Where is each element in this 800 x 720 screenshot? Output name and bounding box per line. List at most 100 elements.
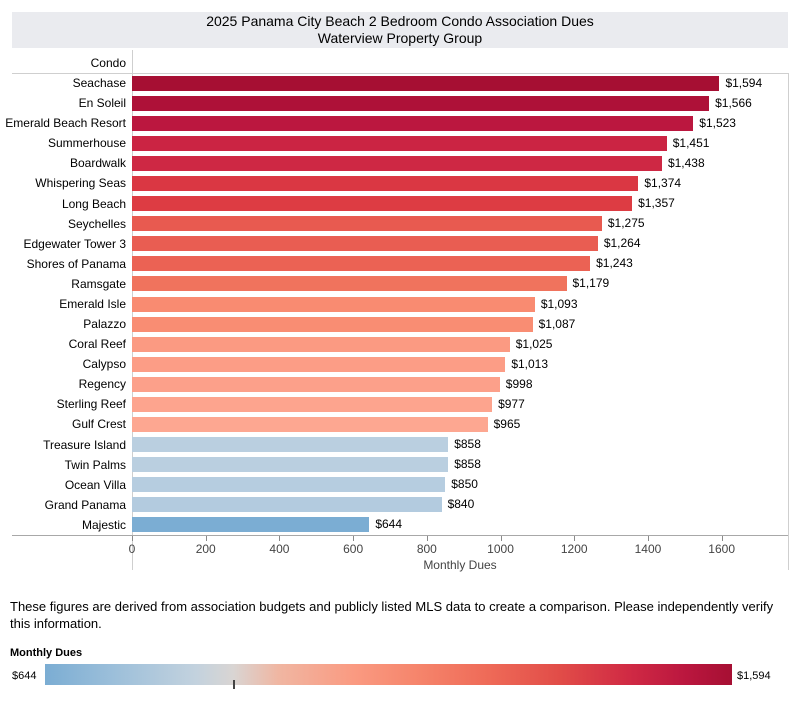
category-label-ocean-villa: Ocean Villa [64, 477, 126, 492]
bar-value-label-seychelles: $1,275 [607, 216, 645, 231]
bar-value-label-coral-reef: $1,025 [515, 336, 553, 351]
x-tick-mark-400 [279, 536, 281, 541]
title-line-2: Waterview Property Group [317, 30, 483, 46]
category-label-treasure-island: Treasure Island [43, 437, 126, 452]
category-label-gulf-crest: Gulf Crest [71, 417, 126, 432]
bar-treasure-island[interactable] [132, 437, 449, 453]
x-tick-mark-1600 [721, 536, 723, 541]
x-tick-label-800: 800 [416, 542, 437, 556]
bar-value-label-long-beach: $1,357 [638, 196, 675, 211]
bar-edgewater-tower-3[interactable] [132, 236, 598, 252]
bar-value-label-edgewater-tower-3: $1,264 [603, 236, 641, 251]
bar-value-label-ramsgate: $1,179 [572, 276, 610, 291]
bar-value-label-sterling-reef: $977 [498, 396, 525, 411]
bar-value-label-palazzo: $1,087 [538, 316, 576, 331]
bar-value-label-seachase: $1,594 [725, 75, 763, 90]
legend-center-tick [233, 680, 235, 689]
bar-seychelles[interactable] [132, 216, 602, 232]
x-axis-title: Monthly Dues [423, 558, 497, 572]
category-label-emerald-isle: Emerald Isle [59, 296, 126, 311]
title-line-1: 2025 Panama City Beach 2 Bedroom Condo A… [206, 13, 594, 29]
bar-boardwalk[interactable] [132, 155, 662, 171]
legend-max-label: $1,594 [737, 670, 771, 682]
footnote-line-1: These figures are derived from associati… [10, 599, 774, 614]
bar-ocean-villa[interactable] [132, 477, 446, 493]
x-tick-label-200: 200 [195, 542, 216, 556]
x-tick-label-400: 400 [269, 542, 290, 556]
category-label-en-soleil: En Soleil [78, 96, 126, 111]
bar-value-label-twin-palms: $858 [454, 457, 481, 472]
bar-majestic[interactable] [132, 517, 370, 533]
chart-title: 2025 Panama City Beach 2 Bedroom Condo A… [12, 12, 788, 48]
category-label-calypso: Calypso [82, 357, 126, 372]
bar-shores-of-panama[interactable] [132, 256, 591, 272]
category-label-majestic: Majestic [81, 517, 126, 532]
bar-summerhouse[interactable] [132, 135, 667, 151]
bar-value-label-shores-of-panama: $1,243 [596, 256, 633, 271]
bar-twin-palms[interactable] [132, 457, 449, 473]
bar-sterling-reef[interactable] [132, 396, 493, 412]
category-label-emerald-beach-resort: Emerald Beach Resort [5, 116, 126, 131]
bar-emerald-beach-resort[interactable] [132, 115, 694, 131]
bar-regency[interactable] [132, 376, 500, 392]
bar-value-label-ocean-villa: $850 [451, 477, 478, 492]
category-label-regency: Regency [78, 377, 126, 392]
bar-value-label-whispering-seas: $1,374 [644, 175, 682, 190]
x-axis-line [12, 535, 788, 536]
category-label-summerhouse: Summerhouse [47, 136, 126, 151]
bar-gulf-crest[interactable] [132, 417, 488, 433]
bar-seachase[interactable] [132, 75, 720, 91]
x-tick-mark-1200 [574, 536, 576, 541]
category-label-twin-palms: Twin Palms [64, 457, 126, 472]
x-tick-label-1000: 1000 [487, 542, 514, 556]
legend-title: Monthly Dues [10, 647, 83, 659]
x-tick-label-1400: 1400 [634, 542, 662, 556]
bar-long-beach[interactable] [132, 196, 633, 212]
x-tick-label-600: 600 [343, 542, 364, 556]
bar-value-label-treasure-island: $858 [454, 437, 481, 452]
x-tick-mark-800 [426, 536, 428, 541]
category-label-shores-of-panama: Shores of Panama [26, 256, 126, 271]
x-tick-mark-0 [132, 536, 133, 541]
bar-value-label-summerhouse: $1,451 [672, 135, 710, 150]
category-label-coral-reef: Coral Reef [68, 337, 126, 352]
category-label-long-beach: Long Beach [61, 196, 126, 211]
category-label-seachase: Seachase [72, 76, 126, 90]
category-label-seychelles: Seychelles [67, 216, 126, 231]
bar-coral-reef[interactable] [132, 336, 510, 352]
category-label-boardwalk: Boardwalk [69, 156, 126, 171]
x-tick-mark-1400 [647, 536, 649, 541]
x-tick-mark-200 [205, 536, 207, 541]
row-field-header: Condo [90, 56, 126, 70]
bar-ramsgate[interactable] [132, 276, 567, 292]
category-label-whispering-seas: Whispering Seas [35, 176, 126, 191]
bar-whispering-seas[interactable] [132, 175, 639, 191]
category-label-edgewater-tower-3: Edgewater Tower 3 [23, 236, 126, 251]
plot-right-border [788, 73, 789, 570]
bar-value-label-majestic: $644 [375, 517, 403, 532]
bar-en-soleil[interactable] [132, 95, 710, 111]
bar-value-label-regency: $998 [505, 376, 533, 391]
x-tick-mark-600 [353, 536, 355, 541]
bar-value-label-emerald-beach-resort: $1,523 [699, 115, 736, 130]
x-tick-label-0: 0 [128, 542, 136, 556]
bar-emerald-isle[interactable] [132, 296, 535, 312]
bar-value-label-boardwalk: $1,438 [667, 155, 705, 170]
category-label-sterling-reef: Sterling Reef [56, 397, 126, 412]
bar-value-label-emerald-isle: $1,093 [540, 296, 578, 311]
bar-grand-panama[interactable] [132, 497, 442, 513]
bar-value-label-calypso: $1,013 [511, 356, 549, 371]
bar-value-label-en-soleil: $1,566 [715, 95, 752, 110]
category-label-ramsgate: Ramsgate [71, 276, 126, 291]
x-tick-label-1600: 1600 [708, 542, 735, 556]
footnote-line-2: this information. [10, 616, 102, 631]
bar-palazzo[interactable] [132, 316, 533, 332]
category-label-palazzo: Palazzo [83, 317, 126, 332]
legend-min-label: $644 [12, 670, 37, 682]
category-label-grand-panama: Grand Panama [44, 497, 126, 512]
x-tick-mark-1000 [500, 536, 502, 541]
header-divider-line [12, 73, 788, 74]
bar-calypso[interactable] [132, 356, 506, 372]
bar-value-label-grand-panama: $840 [447, 497, 475, 512]
